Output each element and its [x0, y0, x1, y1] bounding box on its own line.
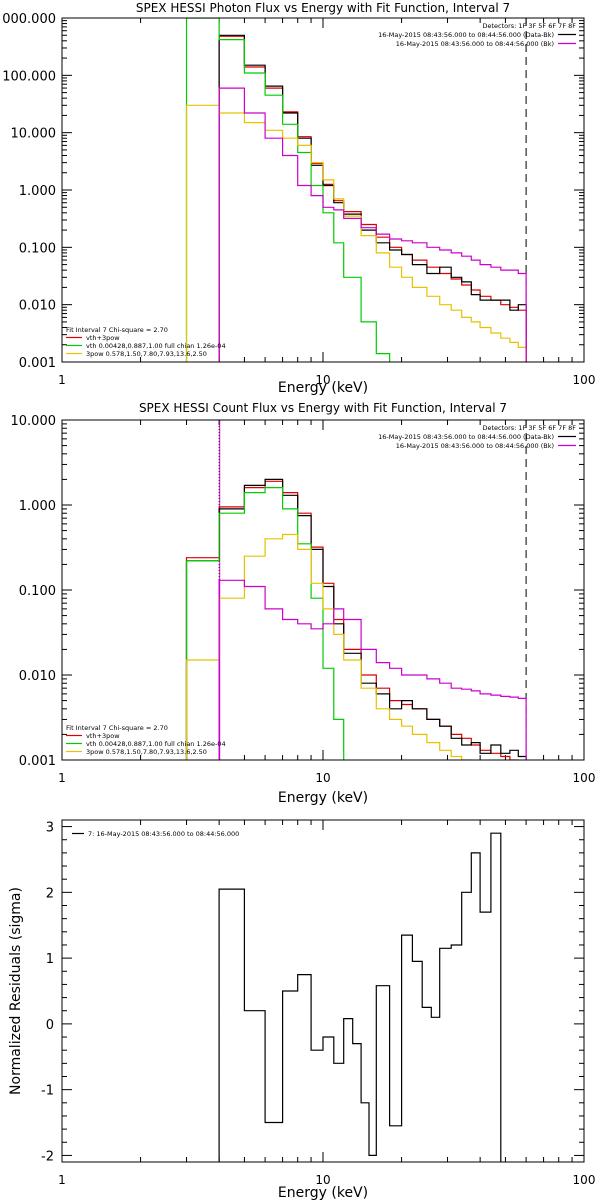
series-line-3pow: [185, 104, 527, 362]
legend-entry-label: vth+3pow: [86, 334, 120, 342]
plot-frame: [61, 17, 585, 363]
legend-header: Detectors: 1F 3F 5F 6F 7F 8F: [482, 22, 576, 30]
legend-entry-label: 16-May-2015 08:43:56.000 to 08:44:56.000…: [396, 442, 554, 450]
y-ticks: [62, 826, 584, 1156]
chart-title: SPEX HESSI Photon Flux vs Energy with Fi…: [136, 1, 510, 15]
legend-entry-label: 3pow 0.578,1.50,7.80,7.93,13.6,2.50: [86, 748, 207, 756]
legend-top-right: Detectors: 1F 3F 5F 6F 7F 8F16-May-2015 …: [378, 424, 576, 450]
y-tick-label: 0.010: [19, 299, 56, 314]
y-tick-label: 000.000: [2, 12, 56, 27]
y-tick-label: 10.000: [11, 127, 57, 142]
x-tick-label: 100: [573, 771, 596, 785]
legend-top-left: 7: 16-May-2015 08:43:56.000 to 08:44:56.…: [72, 830, 239, 838]
y-tick-label: 10.000: [11, 414, 57, 429]
series-line-vth: [185, 487, 362, 760]
plot-area: [218, 832, 502, 1162]
x-tick-label: 10: [315, 771, 330, 785]
y-tick-label: 0.001: [19, 754, 56, 769]
x-tick-label: 100: [573, 1173, 596, 1187]
legend-bottom-left: Fit Interval 7 Chi-square = 2.70vth+3pow…: [66, 326, 226, 358]
y-tick-label: 1.000: [19, 184, 56, 199]
legend-header: Fit Interval 7 Chi-square = 2.70: [66, 326, 168, 334]
series-line-vth+3pow: [185, 480, 527, 760]
x-tick-label: 1: [58, 373, 66, 387]
plot-area: [185, 478, 527, 760]
plot-area: [185, 18, 527, 362]
x-axis-label: Energy (keV): [278, 790, 368, 806]
x-tick-label: 10: [315, 1173, 330, 1187]
y-tick-label: 2: [46, 886, 54, 901]
y-tick-label: 3: [46, 821, 54, 836]
y-tick-label: 0.010: [19, 669, 56, 684]
y-tick-label: 0.100: [19, 584, 56, 599]
x-tick-label: 1: [58, 771, 66, 785]
y-tick-label: 1.000: [19, 499, 56, 514]
legend-entry-label: 16-May-2015 08:43:56.000 to 08:44:56.000…: [396, 40, 554, 48]
series-line-Bk: [218, 87, 527, 362]
series-line-vth: [185, 18, 403, 362]
legend-entry-label: 3pow 0.578,1.50,7.80,7.93,13.6,2.50: [86, 350, 207, 358]
y-axis-label: Normalized Residuals (sigma): [8, 887, 24, 1095]
y-tick-label: -2: [41, 1149, 54, 1164]
chart-panel-1: SPEX HESSI Photon Flux vs Energy with Fi…: [2, 1, 595, 396]
legend-bottom-left: Fit Interval 7 Chi-square = 2.70vth+3pow…: [66, 724, 226, 756]
legend-header: Fit Interval 7 Chi-square = 2.70: [66, 724, 168, 732]
chart-panel-2: SPEX HESSI Count Flux vs Energy with Fit…: [11, 401, 596, 806]
y-tick-label: 0.001: [19, 356, 56, 371]
series-line-residuals: [218, 832, 502, 1162]
y-tick-label: 0: [46, 1018, 54, 1033]
y-tick-label: 1: [46, 952, 54, 967]
y-tick-label: 0.100: [19, 241, 56, 256]
legend-entry-label: vth+3pow: [86, 732, 120, 740]
y-ticks: [62, 17, 584, 363]
y-tick-label: 100.000: [2, 69, 56, 84]
chart-title: SPEX HESSI Count Flux vs Energy with Fit…: [139, 401, 507, 415]
y-tick-label: -1: [41, 1084, 54, 1099]
plot-frame: [61, 419, 585, 761]
x-tick-label: 1: [58, 1173, 66, 1187]
series-line-Bk: [218, 579, 527, 760]
legend-top-right: Detectors: 1F 3F 5F 6F 7F 8F16-May-2015 …: [378, 22, 576, 48]
legend-entry-label: 16-May-2015 08:43:56.000 to 08:44:56.000…: [378, 31, 554, 39]
legend-entry-label: 7: 16-May-2015 08:43:56.000 to 08:44:56.…: [88, 830, 239, 838]
series-line-Data-Bk: [218, 34, 527, 362]
legend-entry-label: vth 0.00428,0.887,1.00 full chian 1.26e-…: [86, 740, 226, 748]
x-tick-label: 100: [573, 373, 596, 387]
x-ticks: [61, 820, 585, 1162]
x-tick-label: 10: [315, 373, 330, 387]
x-axis-label: Energy (keV): [278, 380, 368, 396]
plot-frame: [61, 819, 585, 1163]
legend-entry-label: 16-May-2015 08:43:56.000 to 08:44:56.000…: [378, 433, 554, 441]
legend-header: Detectors: 1F 3F 5F 6F 7F 8F: [482, 424, 576, 432]
legend-entry-label: vth 0.00428,0.887,1.00 full chian 1.26e-…: [86, 342, 226, 350]
chart-panel-3: Energy (keV) Normalized Residuals (sigma)…: [8, 819, 596, 1200]
x-axis-label: Energy (keV): [278, 1185, 368, 1200]
series-line-3pow: [185, 533, 492, 760]
